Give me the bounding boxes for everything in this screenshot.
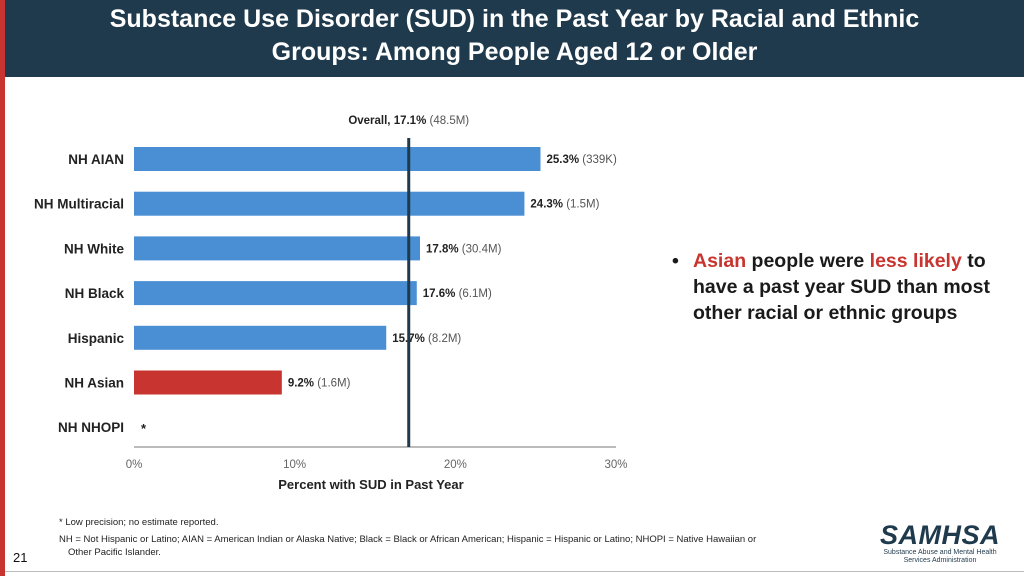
bar-chart: 0% 10% 20% 30% Percent with SUD in Past Year… bbox=[34, 115, 628, 492]
bullet-highlight-less-likely: less likely bbox=[869, 250, 962, 272]
bar bbox=[134, 236, 420, 261]
bar bbox=[134, 191, 525, 216]
data-label-value: 25.3% bbox=[546, 154, 579, 166]
data-label-value: 17.8% bbox=[426, 243, 459, 255]
footnote-abbreviations: NH = Not Hispanic or Latino; AIAN = Amer… bbox=[59, 533, 859, 559]
x-tick-label: 30% bbox=[604, 459, 627, 471]
slide-title-line1: Substance Use Disorder (SUD) in the Past… bbox=[109, 5, 920, 33]
slide-title-line2: Groups: Among People Aged 12 or Older bbox=[271, 38, 758, 66]
logo-subtitle-line1: Substance Abuse and Mental Health bbox=[883, 549, 997, 556]
category-label: NH AIAN bbox=[68, 152, 124, 167]
page-number: 21 bbox=[13, 550, 28, 565]
logo-subtitle-line2: Services Administration bbox=[903, 557, 977, 564]
suppressed-marker: * bbox=[141, 421, 147, 436]
bar bbox=[134, 370, 282, 395]
left-accent-bar bbox=[0, 0, 5, 576]
data-label-count: (30.4M) bbox=[459, 243, 502, 255]
overall-reference-label: Overall, 17.1% (48.5M) bbox=[348, 115, 469, 127]
bar bbox=[134, 281, 417, 306]
x-tick-label: 0% bbox=[126, 459, 143, 471]
logo-wordmark: SAMHSA bbox=[880, 520, 1001, 550]
bar bbox=[134, 147, 541, 171]
data-label: 24.3% (1.5M) bbox=[530, 199, 599, 211]
x-axis-title: Percent with SUD in Past Year bbox=[278, 477, 463, 492]
slide-header: Substance Use Disorder (SUD) in the Past… bbox=[5, 0, 1024, 77]
footnote-abbreviations-line1: NH = Not Hispanic or Latino; AIAN = Amer… bbox=[59, 534, 757, 545]
category-label: NH Black bbox=[65, 286, 125, 301]
footnote-precision: * Low precision; no estimate reported. bbox=[59, 517, 219, 528]
bottom-divider bbox=[5, 571, 1024, 572]
data-label: 25.3% (339K) bbox=[546, 154, 616, 166]
data-label-count: (1.6M) bbox=[314, 378, 351, 390]
bullet-dot: • bbox=[672, 250, 679, 272]
bullet-text-part2: people were bbox=[746, 250, 870, 272]
data-label-value: 9.2% bbox=[288, 378, 314, 390]
overall-reference-value: Overall, 17.1% bbox=[348, 115, 426, 127]
data-label-count: (1.5M) bbox=[563, 199, 600, 211]
category-label: Hispanic bbox=[68, 331, 125, 346]
data-label-count: (8.2M) bbox=[425, 333, 462, 345]
bullet-highlight-asian: Asian bbox=[693, 250, 747, 272]
footnote-abbreviations-line2: Other Pacific Islander. bbox=[68, 547, 161, 558]
category-label: NH Asian bbox=[64, 376, 124, 391]
key-finding-bullet: • Asian people were less likely to have … bbox=[672, 248, 992, 326]
overall-reference-count: (48.5M) bbox=[426, 115, 469, 127]
samhsa-logo: SAMHSA Substance Abuse and Mental Health… bbox=[880, 522, 1000, 565]
bullet-text-part4: to have a past year SUD than most other … bbox=[693, 250, 990, 324]
category-label: NH NHOPI bbox=[58, 420, 124, 435]
data-label: 9.2% (1.6M) bbox=[288, 378, 351, 390]
footnotes: * Low precision; no estimate reported. N… bbox=[59, 517, 859, 559]
x-tick-label: 20% bbox=[444, 459, 467, 471]
data-label: 17.6% (6.1M) bbox=[423, 288, 492, 300]
data-label-count: (6.1M) bbox=[455, 288, 492, 300]
data-label-value: 24.3% bbox=[530, 199, 563, 211]
data-label-value: 17.6% bbox=[423, 288, 456, 300]
category-label: NH Multiracial bbox=[34, 197, 124, 212]
data-label: 17.8% (30.4M) bbox=[426, 243, 502, 255]
category-label: NH White bbox=[64, 241, 124, 256]
bullet-text: Asian people were less likely to have a … bbox=[672, 248, 992, 326]
data-label: 15.7% (8.2M) bbox=[392, 333, 461, 345]
x-tick-label: 10% bbox=[283, 459, 306, 471]
bar bbox=[134, 325, 387, 350]
data-label-count: (339K) bbox=[579, 154, 617, 166]
